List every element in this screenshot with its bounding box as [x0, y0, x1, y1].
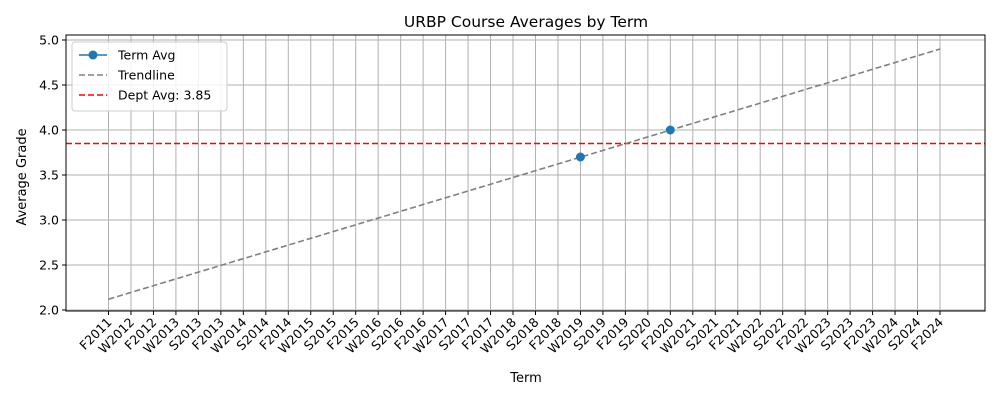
term-avg-point [575, 152, 585, 162]
legend-box [71, 41, 228, 112]
y-axis-title: Average Grade [15, 128, 30, 225]
y-tick-label: 4.0 [39, 123, 59, 138]
y-axis-ticks: 2.0 2.5 3.0 3.5 4.0 4.5 5.0 [39, 33, 66, 318]
plot-frame [65, 34, 986, 312]
y-tick-label: 5.0 [39, 33, 59, 48]
y-tick-label: 2.0 [39, 303, 59, 318]
legend: Term Avg Trendline Dept Avg: 3.85 [71, 41, 228, 112]
legend-term-avg-marker [88, 50, 98, 60]
x-axis-ticks: F2011W2012F2012W2013S2013F2013W2014S2014… [76, 311, 946, 356]
y-tick-label: 3.5 [39, 168, 59, 183]
trendline [108, 48, 941, 300]
term-avg-point [665, 125, 675, 135]
trendline-group [108, 48, 941, 300]
legend-trendline-label: Trendline [117, 68, 175, 83]
y-tick-label: 4.5 [39, 78, 59, 93]
legend-dept-avg-label: Dept Avg: 3.85 [118, 88, 211, 103]
y-tick-label: 2.5 [39, 258, 59, 273]
series-group [575, 125, 675, 162]
x-axis-title: Term [509, 371, 542, 386]
legend-term-avg-label: Term Avg [117, 48, 175, 63]
y-tick-label: 3.0 [39, 213, 59, 228]
chart-title: URBP Course Averages by Term [404, 13, 648, 31]
